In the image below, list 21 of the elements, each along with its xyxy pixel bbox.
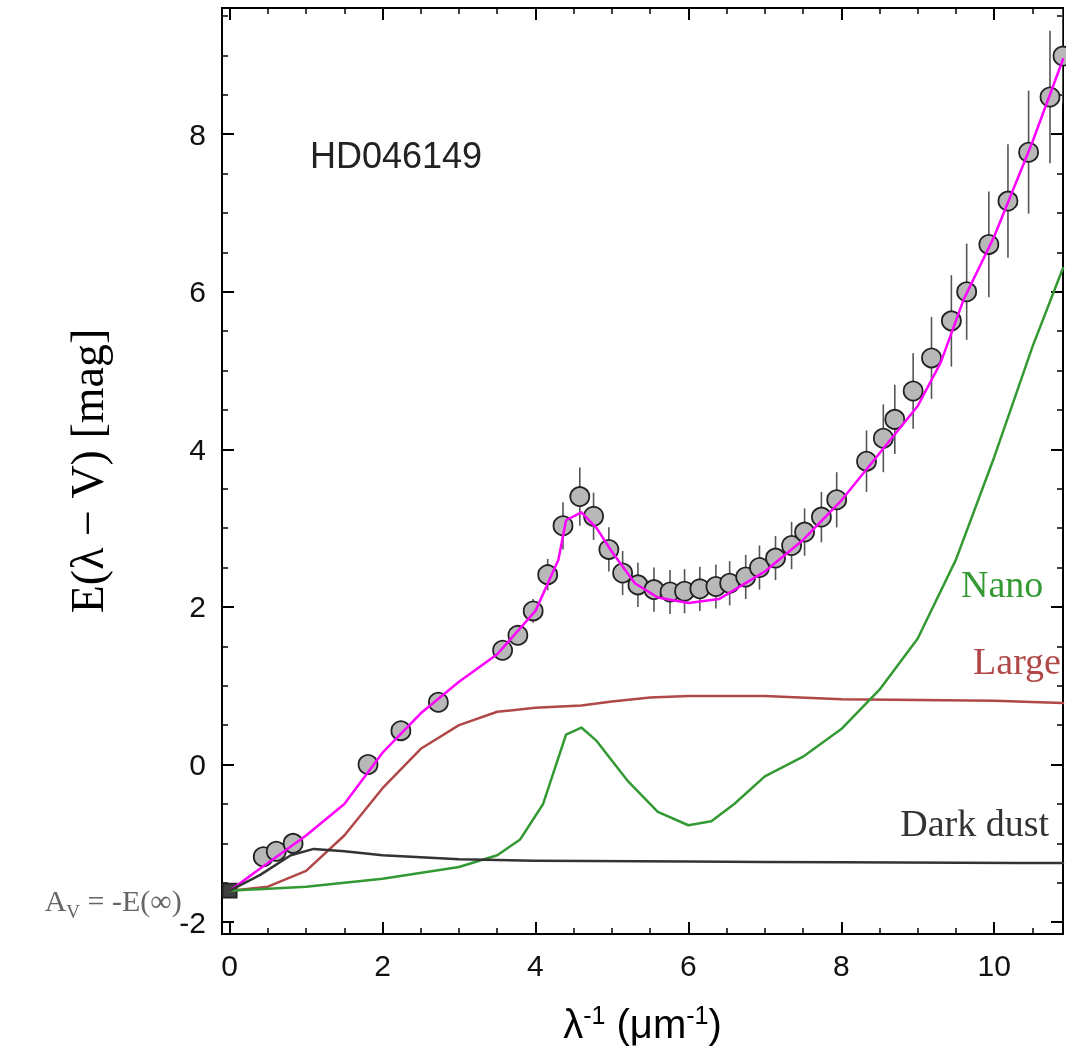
- text: HD046149: [310, 134, 483, 176]
- series-label: Nano: [960, 562, 1044, 605]
- point: [921, 347, 942, 369]
- x-tick-label: 0: [221, 948, 238, 982]
- series-label: Large: [973, 640, 1061, 683]
- y-axis-title: E(λ − V) [mag]: [61, 328, 113, 614]
- x-tick-label: 2: [374, 948, 391, 982]
- y-tick-label: 2: [189, 590, 206, 624]
- point: [569, 486, 591, 508]
- y-tick-label: 8: [189, 117, 206, 151]
- x-tick-label: 4: [527, 948, 544, 982]
- x-tick-label: 10: [977, 948, 1011, 982]
- y-tick-label: 6: [189, 275, 206, 309]
- annotation: A$_{V}$ = -E(∞): [44, 883, 182, 922]
- y-tick-label: 4: [189, 432, 206, 466]
- series-label: Dark dust: [900, 802, 1050, 845]
- x-tick-label: 6: [680, 948, 697, 982]
- point: [884, 408, 906, 430]
- y-tick-label: 0: [189, 748, 206, 782]
- point: [902, 380, 924, 402]
- x-tick-label: 8: [832, 948, 850, 982]
